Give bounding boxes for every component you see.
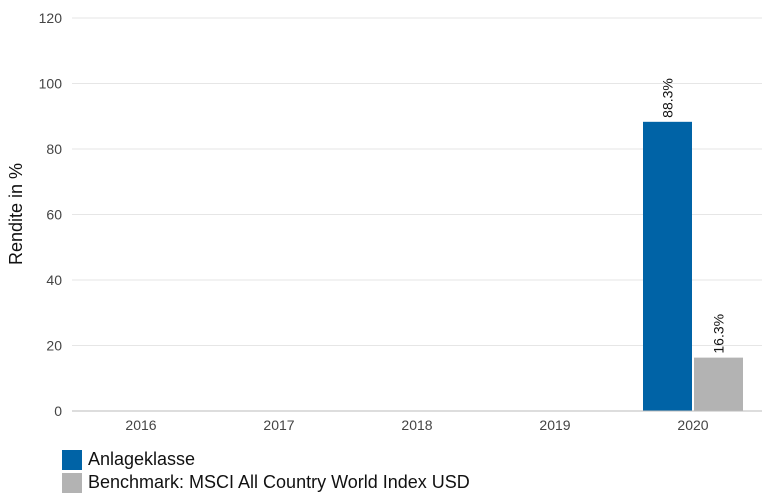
x-tick-label: 2020 (677, 417, 708, 433)
legend-label-anlageklasse: Anlageklasse (88, 449, 196, 469)
x-axis: 2016 2017 2018 2019 2020 (125, 417, 708, 433)
bar (643, 121, 692, 411)
bar-chart: 0 20 40 60 80 100 120 2016 2017 2018 2019 2020 88.… (6, 10, 762, 433)
data-label: 88.3% (660, 78, 676, 118)
x-tick-label: 2016 (125, 417, 156, 433)
y-tick-label: 120 (39, 10, 63, 26)
y-tick-label: 80 (46, 141, 62, 157)
bars: 88.3% 16.3% (643, 78, 743, 411)
legend: Anlageklasse Benchmark: MSCI All Country… (62, 448, 470, 494)
x-tick-label: 2017 (263, 417, 294, 433)
y-tick-label: 40 (46, 272, 62, 288)
legend-label-benchmark: Benchmark: MSCI All Country World Index … (88, 472, 470, 492)
x-tick-label: 2018 (401, 417, 432, 433)
y-axis-title: Rendite in % (6, 163, 26, 265)
y-tick-label: 0 (54, 403, 62, 419)
bar (694, 357, 743, 411)
data-label: 16.3% (711, 314, 727, 354)
legend-swatch-anlageklasse (62, 449, 82, 470)
y-tick-label: 100 (39, 76, 63, 92)
y-tick-label: 20 (46, 338, 62, 354)
y-tick-label: 60 (46, 207, 62, 223)
x-tick-label: 2019 (539, 417, 570, 433)
legend-swatch-benchmark (62, 472, 82, 493)
y-axis: 0 20 40 60 80 100 120 (39, 10, 63, 419)
legend-item-anlageklasse: Anlageklasse (62, 448, 470, 471)
legend-item-benchmark: Benchmark: MSCI All Country World Index … (62, 471, 470, 494)
